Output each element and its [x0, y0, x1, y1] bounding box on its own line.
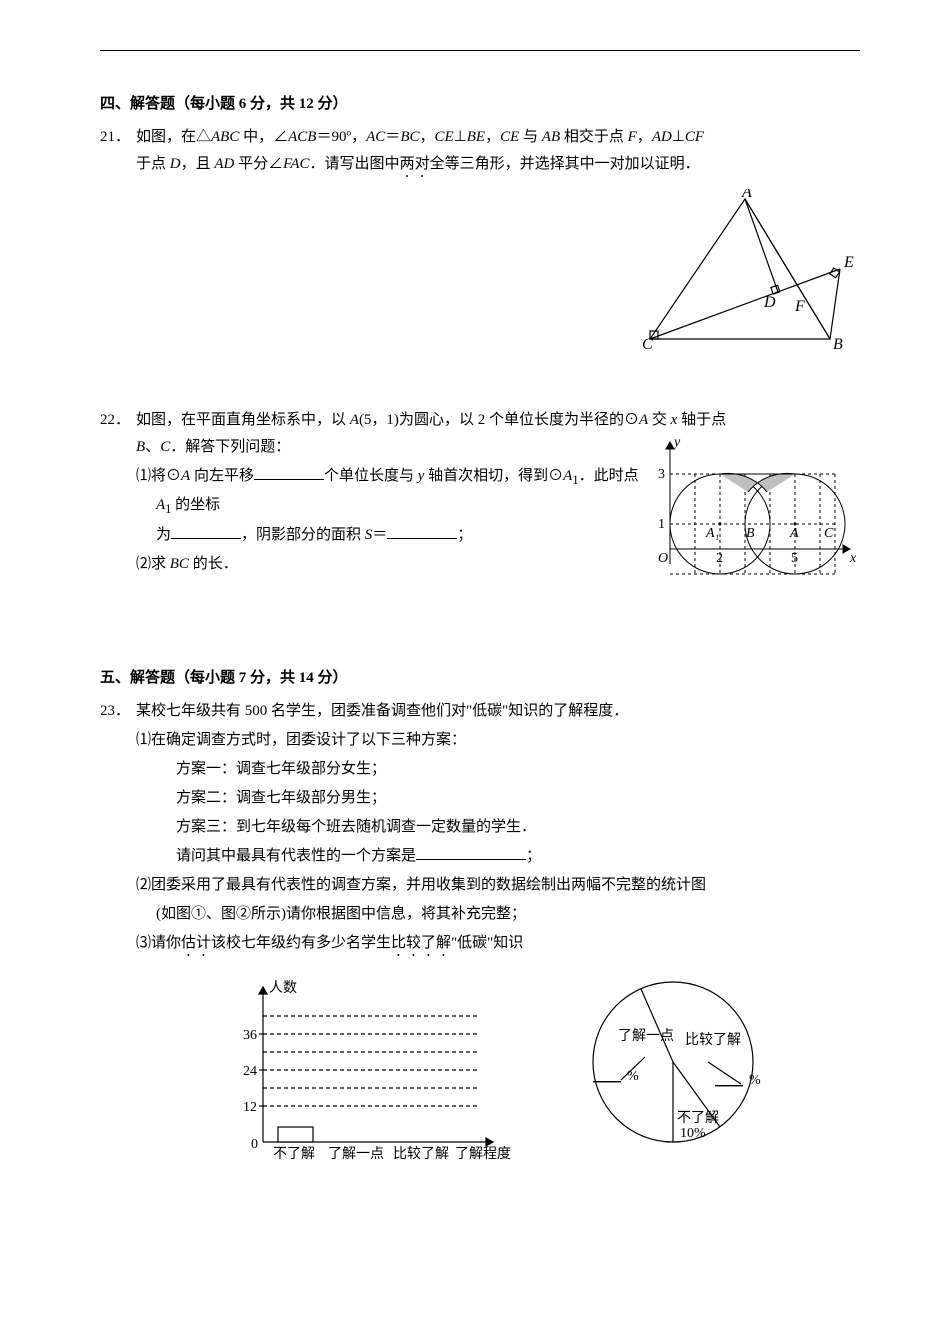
spacer2 — [100, 597, 860, 647]
p21-text: 如图，在△ABC 中，∠ACB＝90º，AC＝BC，CE⊥BE，CE 与 AB … — [136, 129, 704, 172]
p23-plan1: 方案一：调查七年级部分女生； — [136, 756, 860, 783]
p23-sub2b: (如图①、图②所示)请你根据图中信息，将其补充完整； — [136, 901, 860, 928]
p23-plan-q: 请问其中最具有代表性的一个方案是； — [136, 843, 860, 870]
p23-pie-chart: 了解一点 % 比较了解 % 不了解 10% — [573, 972, 773, 1167]
bar-tick-12: 12 — [243, 1100, 257, 1115]
pie-pct-little: % — [627, 1069, 639, 1084]
pie-pct-no: 10% — [680, 1126, 706, 1141]
section4-title: 四、解答题（每小题 6 分，共 12 分） — [100, 91, 860, 118]
p23-plan2: 方案二：调查七年级部分男生； — [136, 785, 860, 812]
p21-figure: A B C D E F — [630, 189, 860, 349]
p23-sub2a: ⑵团委采用了最具有代表性的调查方案，并用收集到的数据绘制出两幅不完整的统计图 — [136, 872, 860, 899]
p23-bar-chart: 人数 了解程度 0 12 24 36 不了解 了解一点 比较了解 — [223, 972, 513, 1167]
p22-blank1 — [254, 464, 324, 480]
p22-blank2 — [171, 523, 241, 539]
p22-label-5: 5 — [791, 551, 798, 566]
problem-21: 21． 如图，在△ABC 中，∠ACB＝90º，AC＝BC，CE⊥BE，CE 与… — [100, 124, 860, 359]
p22-label-x: x — [849, 551, 857, 566]
p22-label-A1: A₁ — [705, 526, 719, 541]
p21-label-B: B — [833, 336, 843, 349]
p21-label-E: E — [843, 254, 854, 271]
p22-label-B: B — [746, 526, 755, 541]
p22-label-3: 3 — [658, 467, 665, 482]
bar-tick-36: 36 — [243, 1028, 257, 1043]
pie-blank-little — [593, 1069, 621, 1084]
p23-sub1: ⑴在确定调查方式时，团委设计了以下三种方案： — [136, 727, 860, 754]
bar-cat-0: 不了解 — [273, 1146, 315, 1162]
p22-label-1: 1 — [658, 517, 665, 532]
pie-label-compare: 比较了解 — [685, 1032, 741, 1048]
pie-label-no: 不了解 — [677, 1110, 719, 1126]
problem-21-body: 如图，在△ABC 中，∠ACB＝90º，AC＝BC，CE⊥BE，CE 与 AB … — [136, 124, 860, 359]
bar-ylabel: 人数 — [269, 980, 297, 996]
pie-pct-compare: % — [749, 1073, 761, 1088]
problem-22-number: 22． — [100, 407, 136, 434]
p22-blank3 — [387, 523, 457, 539]
page-rule — [100, 50, 860, 51]
p21-figure-wrap: A B C D E F — [136, 189, 860, 359]
p23-blank1 — [416, 844, 526, 860]
p22-label-C: C — [824, 526, 834, 541]
p22-label-O: O — [658, 551, 668, 566]
p22-label-2: 2 — [716, 551, 723, 566]
problem-23-body: 某校七年级共有 500 名学生，团委准备调查他们对"低碳"知识的了解程度． ⑴在… — [136, 698, 860, 1167]
p22-label-y: y — [672, 435, 681, 450]
p21-label-C: C — [642, 336, 653, 349]
p23-charts: 人数 了解程度 0 12 24 36 不了解 了解一点 比较了解 — [136, 972, 860, 1167]
bar-xlabel: 了解程度 — [455, 1146, 511, 1162]
p22-label-A: A — [789, 526, 799, 541]
bar-tick-24: 24 — [243, 1064, 257, 1079]
bar-cat-1: 了解一点 — [328, 1146, 384, 1162]
problem-21-number: 21． — [100, 124, 136, 151]
p22-text: 如图，在平面直角坐标系中，以 A(5，1)为圆心，以 2 个单位长度为半径的⊙A… — [136, 412, 726, 455]
p21-label-F: F — [794, 298, 805, 315]
pie-label-little: 了解一点 — [618, 1028, 674, 1044]
bar-cat-2: 比较了解 — [393, 1146, 449, 1162]
problem-22: 22． 如图，在平面直角坐标系中，以 A(5，1)为圆心，以 2 个单位长度为半… — [100, 407, 860, 589]
p21-label-D: D — [763, 294, 776, 311]
problem-23: 23． 某校七年级共有 500 名学生，团委准备调查他们对"低碳"知识的了解程度… — [100, 698, 860, 1167]
bar-tick-0: 0 — [251, 1137, 258, 1152]
problem-23-number: 23． — [100, 698, 136, 725]
section5-title: 五、解答题（每小题 7 分，共 14 分） — [100, 665, 860, 692]
p22-figure: y x O 1 3 2 5 A₁ B A C — [650, 434, 860, 589]
spacer — [100, 367, 860, 407]
problem-22-body: 如图，在平面直角坐标系中，以 A(5，1)为圆心，以 2 个单位长度为半径的⊙A… — [136, 407, 860, 589]
p23-plan3: 方案三：到七年级每个班去随机调查一定数量的学生． — [136, 814, 860, 841]
p23-sub3: ⑶请你估计该校七年级约有多少名学生比较了解"低碳"知识 — [136, 930, 860, 960]
pie-blank-compare — [715, 1073, 743, 1088]
p21-label-A: A — [741, 189, 752, 201]
p23-text: 某校七年级共有 500 名学生，团委准备调查他们对"低碳"知识的了解程度． — [136, 698, 860, 725]
